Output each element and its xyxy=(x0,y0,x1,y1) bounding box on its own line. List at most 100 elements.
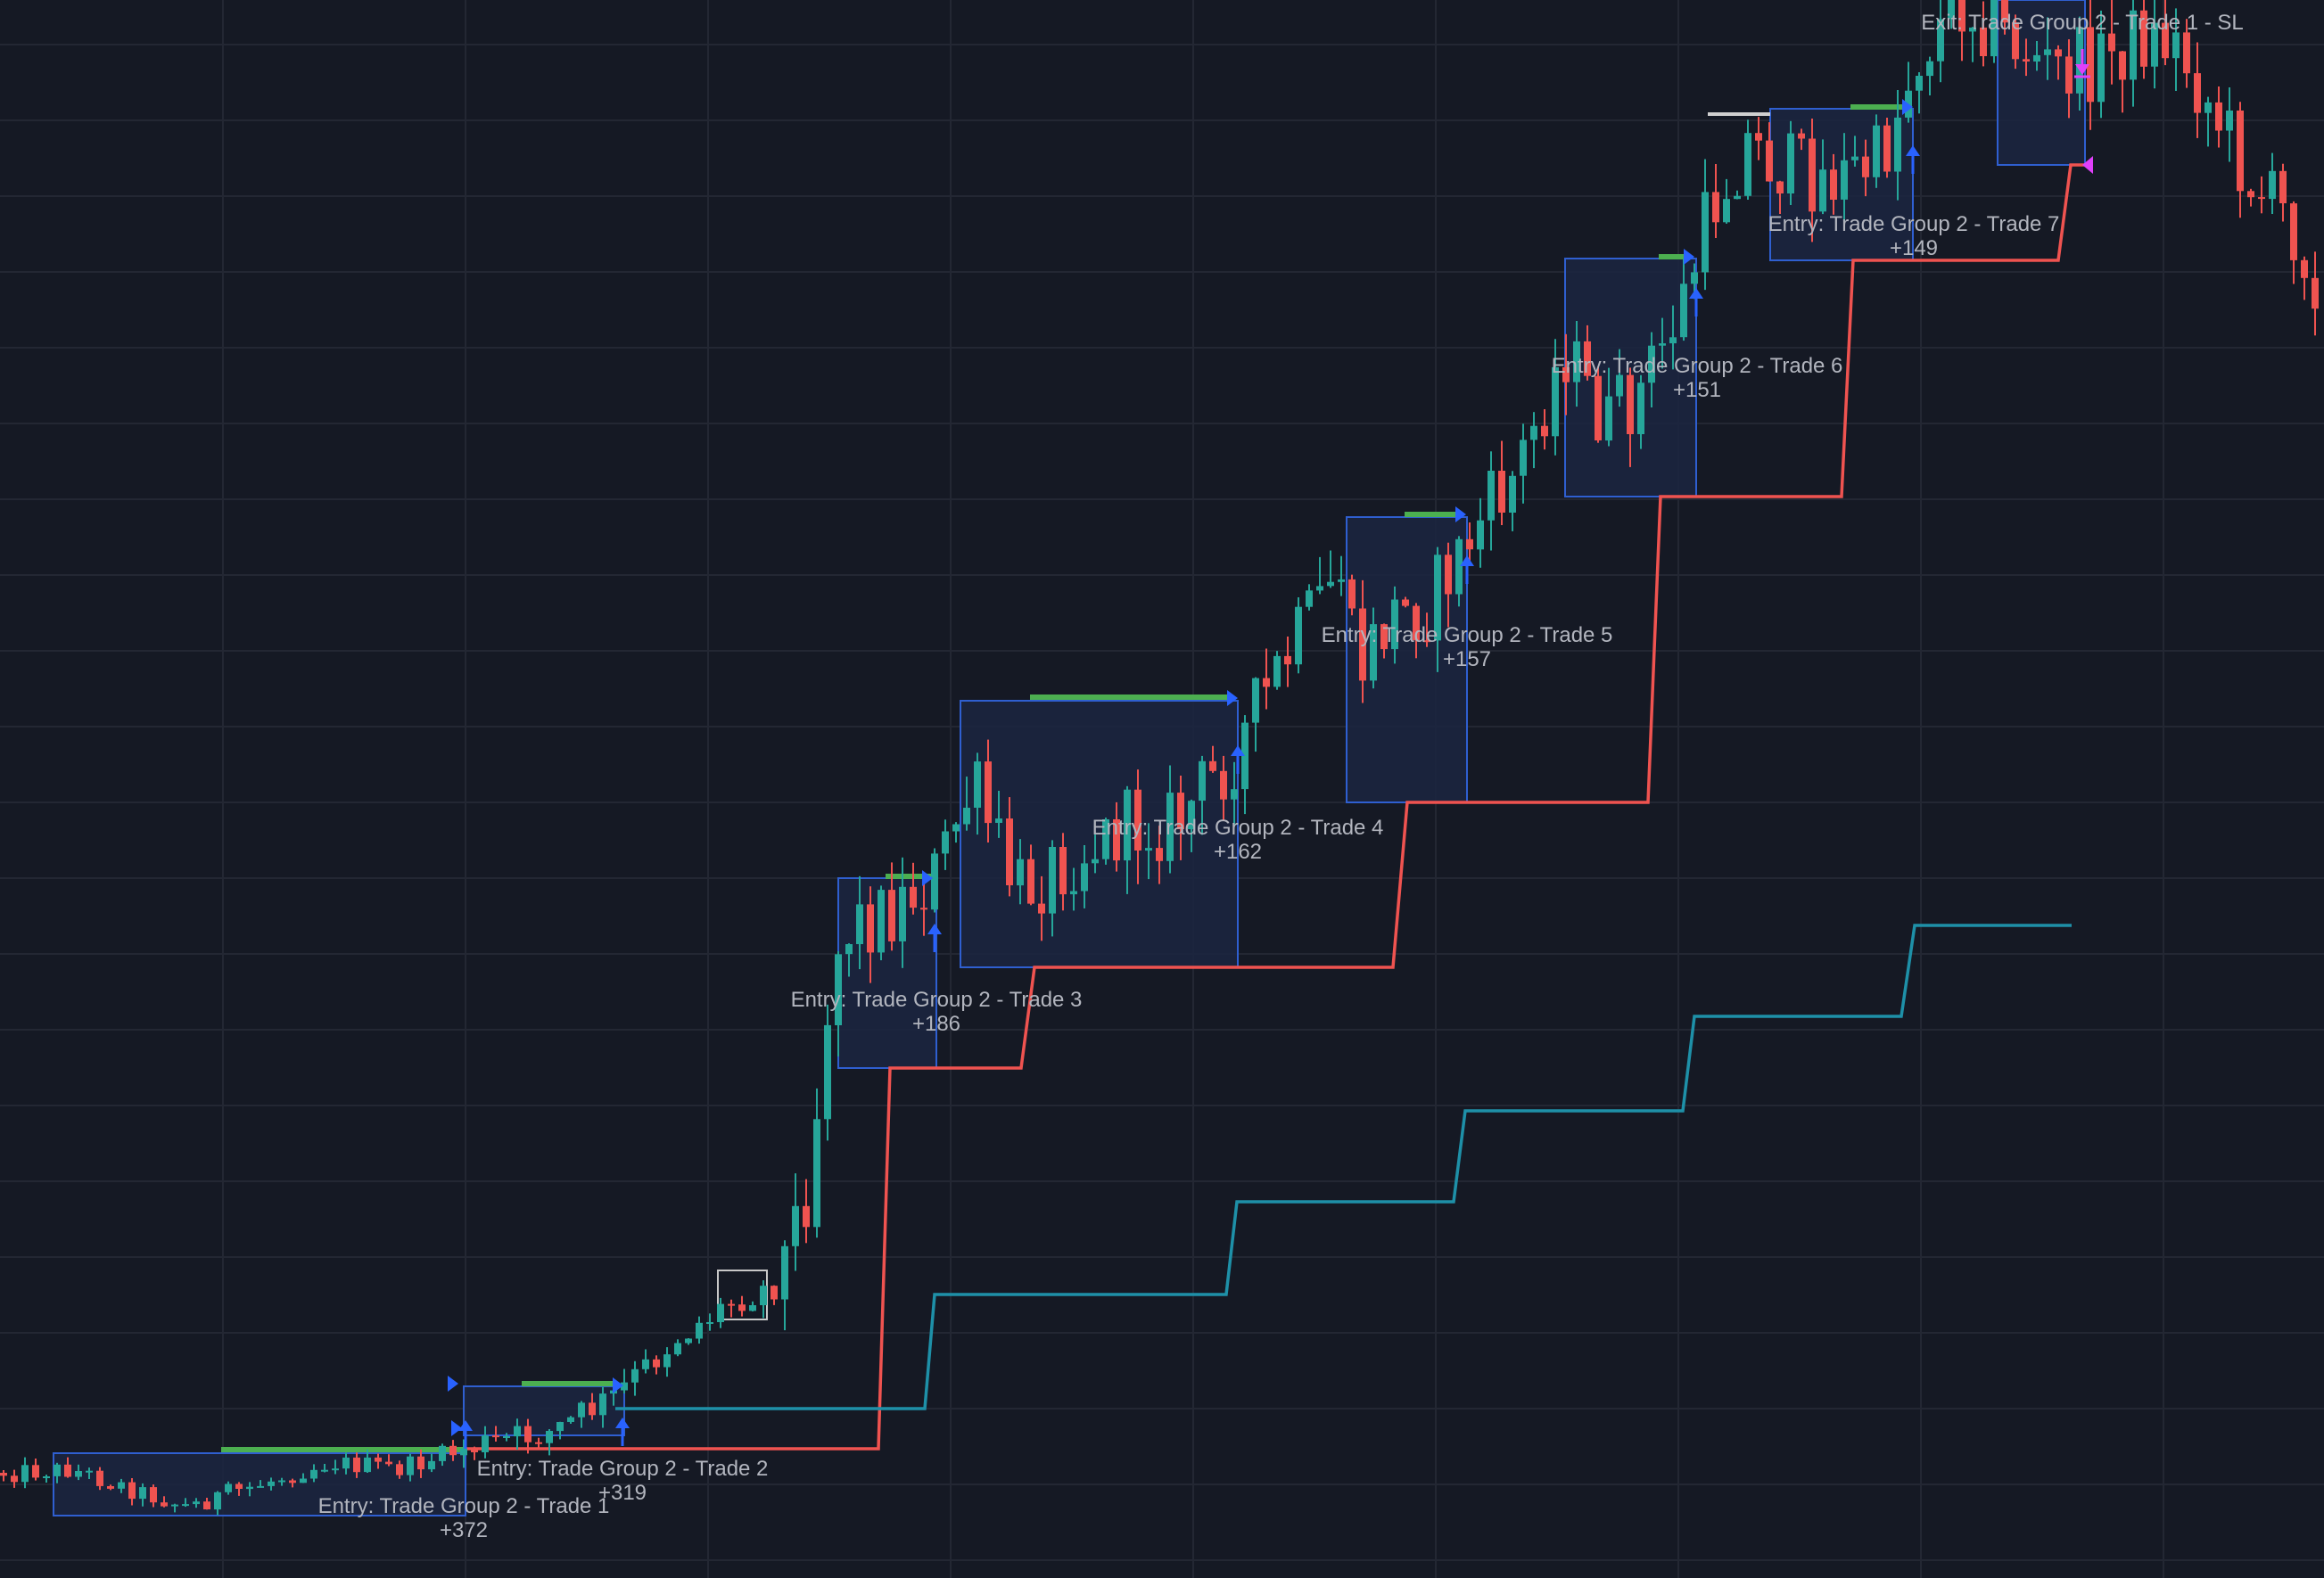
candle-body xyxy=(32,1465,39,1478)
candle-body xyxy=(792,1205,799,1246)
candle-body xyxy=(1948,0,1955,20)
candle-body xyxy=(2108,33,2115,52)
trade-label-title: Entry: Trade Group 2 - Trade 6 xyxy=(1552,354,1843,378)
entry-arrowhead-icon xyxy=(1689,288,1703,299)
candle-body xyxy=(1584,341,1591,376)
candle-body xyxy=(1669,337,1677,344)
candle-body xyxy=(1380,624,1388,650)
candle-body xyxy=(1241,722,1249,790)
candle-body xyxy=(11,1475,18,1483)
candle-body xyxy=(1252,678,1259,723)
trade-zone-box xyxy=(463,1385,625,1436)
candle-body xyxy=(161,1502,168,1507)
candle-body xyxy=(2247,191,2254,198)
candle-body xyxy=(1006,818,1013,885)
candle-body xyxy=(1338,579,1345,582)
candle-body xyxy=(1830,169,1837,200)
candle-body xyxy=(1402,599,1409,606)
trade-label-value: +149 xyxy=(1890,236,1938,260)
candle-body xyxy=(738,1304,746,1311)
candles xyxy=(0,0,2319,1516)
candle-body xyxy=(1990,0,1998,57)
candle-body xyxy=(2172,32,2180,59)
candle-body xyxy=(0,1473,7,1476)
candle-body xyxy=(2076,27,2083,94)
candle-body xyxy=(952,824,960,832)
candle-body xyxy=(760,1286,767,1305)
candle-body xyxy=(139,1487,146,1500)
trade-label: Entry: Trade Group 2 - Trade 1+372 xyxy=(318,1494,610,1542)
candle-body xyxy=(1734,195,1741,200)
candle-body xyxy=(353,1457,360,1473)
triangle-marker-icon xyxy=(922,870,933,886)
candle-body xyxy=(2087,27,2094,103)
candle-body xyxy=(1413,605,1420,641)
candle-body xyxy=(1134,789,1141,851)
candle-body xyxy=(1712,192,1719,223)
candle-body xyxy=(524,1426,532,1442)
candle-body xyxy=(1027,859,1034,904)
candle-body xyxy=(1488,471,1495,521)
candle-body xyxy=(214,1492,221,1510)
candle-body xyxy=(995,818,1002,823)
candle-body xyxy=(1038,903,1045,914)
entry-arrowhead-icon xyxy=(1906,145,1920,156)
candle-body xyxy=(1691,272,1698,284)
candle-body xyxy=(974,761,981,808)
candle-body xyxy=(599,1393,606,1416)
triangle-marker-icon xyxy=(1455,506,1466,522)
candle-body xyxy=(1263,678,1270,687)
candle-body xyxy=(1434,555,1441,641)
candle-body xyxy=(1102,819,1109,859)
triangle-marker-icon xyxy=(613,1377,623,1393)
candle-body xyxy=(514,1426,521,1437)
entry-arrowhead-icon xyxy=(1460,555,1474,566)
candle-body xyxy=(749,1305,756,1311)
candle-body xyxy=(1787,133,1794,193)
candle-body xyxy=(1113,819,1120,861)
candle-body xyxy=(1199,760,1206,801)
candle-body xyxy=(1284,655,1291,665)
candle-body xyxy=(182,1504,189,1507)
entry-arrowhead-icon xyxy=(1231,745,1245,756)
candle-body xyxy=(1809,138,1816,212)
candle-body xyxy=(1273,655,1281,687)
exit-arrowhead-icon xyxy=(2075,64,2089,75)
candle-body xyxy=(567,1417,574,1422)
candle-body xyxy=(1081,863,1088,892)
trade-label-value: +157 xyxy=(1443,647,1491,671)
candle-body xyxy=(1541,425,1548,437)
candle-body xyxy=(1819,169,1826,212)
candle-body xyxy=(589,1402,596,1416)
candle-body xyxy=(1766,140,1773,182)
candle-body xyxy=(471,1448,478,1452)
candle-body xyxy=(1616,374,1623,397)
candle-body xyxy=(1648,345,1655,383)
indicator-lines xyxy=(464,163,2087,1451)
candle-body xyxy=(54,1464,61,1476)
candle-body xyxy=(96,1470,103,1486)
candle-body xyxy=(578,1402,585,1418)
candle-body xyxy=(728,1303,735,1306)
exit-marker-icon xyxy=(2082,156,2093,174)
candle-body xyxy=(556,1422,564,1432)
candle-body xyxy=(1627,374,1634,434)
candle-body xyxy=(942,831,949,854)
candle-body xyxy=(460,1448,467,1456)
candle-body xyxy=(931,853,938,910)
trade-label: Entry: Trade Group 2 - Trade 7+149 xyxy=(1768,212,2060,260)
trade-label-value: +186 xyxy=(912,1012,960,1036)
candle-body xyxy=(310,1469,317,1479)
candle-body xyxy=(1595,375,1602,440)
entry-arrowhead-icon xyxy=(615,1418,630,1428)
step-indicator-line xyxy=(615,924,2072,1410)
candle-body xyxy=(43,1476,50,1478)
candle-body xyxy=(385,1461,392,1465)
candle-body xyxy=(1744,133,1751,196)
trade-label: Entry: Trade Group 2 - Trade 4+162 xyxy=(1092,816,1384,864)
candle-body xyxy=(1894,117,1901,172)
trade-zone-box xyxy=(837,877,937,1069)
candle-body xyxy=(1455,538,1463,595)
